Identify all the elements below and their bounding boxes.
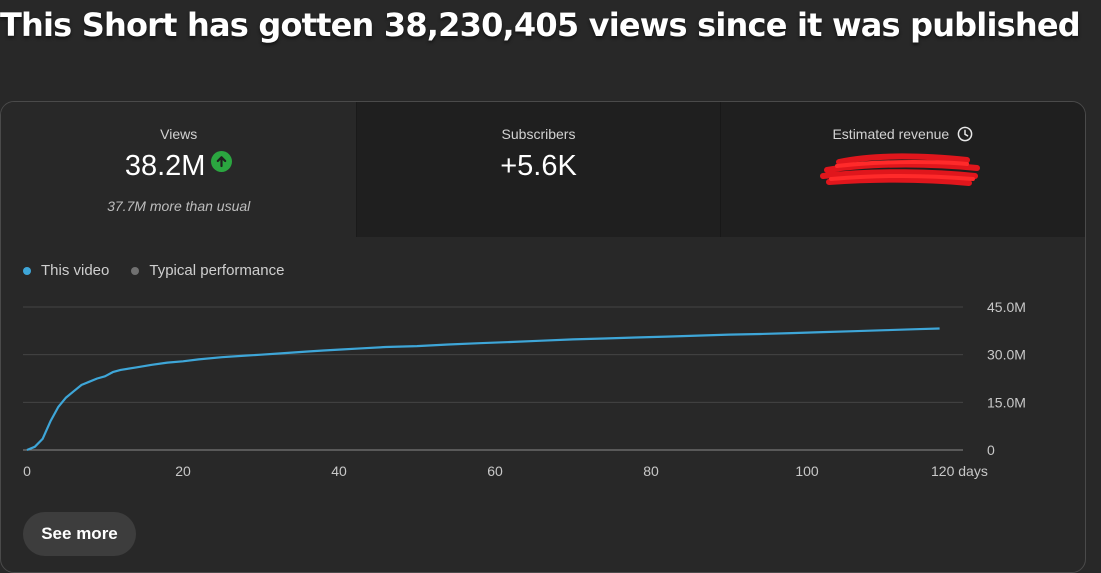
x-tick-label: 80 <box>643 463 659 479</box>
legend-dot-typical <box>131 266 140 275</box>
subscribers-value: +5.6K <box>500 150 577 182</box>
arrow-up-circle-icon <box>211 151 233 172</box>
series-line-this-video[interactable] <box>26 327 940 452</box>
stats-row: Views 38.2M 37.7M more than usual Subscr… <box>1 102 1085 237</box>
x-tick-label: 0 <box>23 463 31 479</box>
analytics-card: Views 38.2M 37.7M more than usual Subscr… <box>0 101 1086 573</box>
x-tick-label: 100 <box>795 463 819 479</box>
revenue-label: Estimated revenue <box>832 126 950 142</box>
views-tab[interactable]: Views 38.2M 37.7M more than usual <box>1 102 357 237</box>
legend-item-this-video[interactable]: This video <box>23 262 109 279</box>
legend-item-typical[interactable]: Typical performance <box>131 262 284 279</box>
y-tick-label: 0 <box>987 442 995 458</box>
page-headline: This Short has gotten 38,230,405 views s… <box>0 6 1081 44</box>
views-value: 38.2M <box>124 150 206 182</box>
revenue-tab[interactable]: Estimated revenue <box>719 102 1085 237</box>
clock-icon[interactable] <box>957 126 973 145</box>
x-tick-label: 40 <box>331 463 347 479</box>
legend-label-this-video: This video <box>41 262 110 279</box>
views-note: 37.7M more than usual <box>107 198 251 214</box>
legend-label-typical: Typical performance <box>149 262 285 279</box>
views-line-chart: 45.0M 30.0M 15.0M 0 0 20 40 60 80 100 120 days <box>23 299 1026 479</box>
see-more-button[interactable]: See more <box>23 512 136 556</box>
y-tick-label: 15.0M <box>987 394 1026 410</box>
legend-dot-this-video <box>23 266 31 275</box>
x-tick-label: 120 days <box>931 463 988 479</box>
chart-legend: This video Typical performance <box>23 262 306 279</box>
x-tick-label: 20 <box>175 463 191 479</box>
revenue-label-row: Estimated revenue <box>721 126 1085 145</box>
y-tick-label: 30.0M <box>987 347 1026 363</box>
revenue-redaction <box>817 150 982 195</box>
views-label: Views <box>160 126 198 142</box>
y-tick-label: 45.0M <box>987 299 1026 315</box>
x-tick-label: 60 <box>487 463 503 479</box>
views-value-row: 38.2M <box>1 150 356 183</box>
subscribers-label: Subscribers <box>501 126 576 142</box>
subscribers-tab[interactable]: Subscribers +5.6K <box>356 102 720 237</box>
